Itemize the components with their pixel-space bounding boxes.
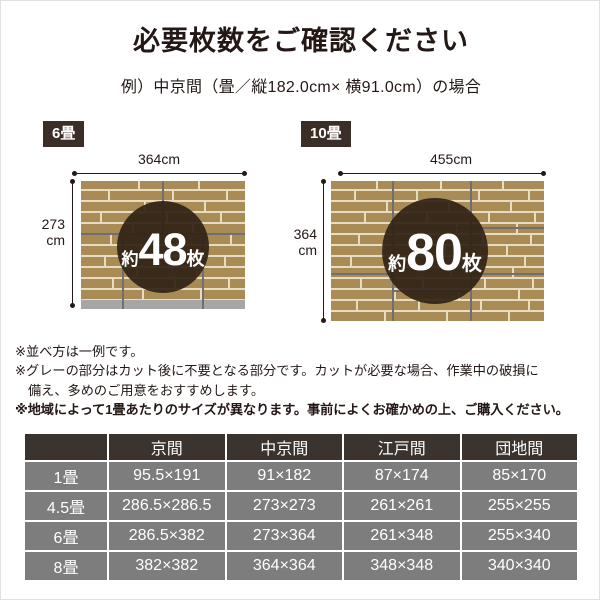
- dim-dot-bottom-6jo: [70, 303, 75, 308]
- panel-10jo-badge: 10畳: [301, 121, 351, 147]
- cell-value: 255×340: [461, 522, 577, 550]
- tatami-size-table: 京間 中京間 江戸間 団地間 1畳 95.5×191 91×182 87×174…: [23, 432, 579, 582]
- dim-line-horizontal-10jo: [341, 173, 543, 174]
- row-label: 1畳: [25, 462, 107, 490]
- cell-value: 340×340: [461, 552, 577, 580]
- dim-dot-right-6jo: [242, 171, 247, 176]
- table-header-edoma: 江戸間: [344, 434, 460, 460]
- count-prefix-6jo: 約: [121, 249, 139, 269]
- cell-value: 85×170: [461, 462, 577, 490]
- cell-value: 348×348: [344, 552, 460, 580]
- panel-6jo-height-value: 273: [41, 216, 65, 232]
- count-badge-10jo: 約 80 枚: [382, 198, 488, 304]
- table-row: 4.5畳 286.5×286.5 273×273 261×261 255×255: [25, 492, 577, 520]
- dim-dot-top-6jo: [70, 179, 75, 184]
- cell-value: 273×364: [226, 522, 342, 550]
- cell-value: 261×261: [344, 492, 460, 520]
- cell-value: 382×382: [109, 552, 225, 580]
- panel-10jo-height-label: 364 cm: [273, 226, 317, 258]
- page-title: 必要枚数をご確認ください: [133, 26, 469, 56]
- cell-value: 87×174: [344, 462, 460, 490]
- cell-value: 261×348: [344, 522, 460, 550]
- dim-line-horizontal-6jo: [75, 173, 244, 174]
- count-prefix-10jo: 約: [388, 254, 407, 274]
- note-line-3: 備え、多めのご用意をおすすめします。: [28, 382, 265, 398]
- panel-6jo-width-label: 364cm: [137, 151, 181, 167]
- table-row: 1畳 95.5×191 91×182 87×174 85×170: [25, 462, 577, 490]
- table-header-danchima: 団地間: [461, 434, 577, 460]
- notes-block: ※並べ方は一例です。 ※グレーの部分はカット後に不要となる部分です。カットが必要…: [15, 342, 590, 420]
- panel-10jo-height-value: 364: [293, 226, 317, 242]
- dim-dot-left-10jo: [338, 171, 343, 176]
- row-label: 4.5畳: [25, 492, 107, 520]
- cell-value: 95.5×191: [109, 462, 225, 490]
- count-badge-6jo: 約 48 枚: [117, 201, 209, 293]
- cell-value: 286.5×382: [109, 522, 225, 550]
- dim-line-vertical-10jo: [323, 181, 324, 321]
- table-header-kyoma: 京間: [109, 434, 225, 460]
- dim-line-vertical-6jo: [72, 181, 73, 306]
- panel-10jo-width-label: 455cm: [429, 151, 473, 167]
- cell-value: 91×182: [226, 462, 342, 490]
- panel-6jo-height-unit: cm: [46, 232, 65, 249]
- panel-6jo-badge: 6畳: [43, 121, 85, 147]
- table-corner-cell: [25, 434, 107, 460]
- cell-value: 255×255: [461, 492, 577, 520]
- table-row: 8畳 382×382 364×364 348×348 340×340: [25, 552, 577, 580]
- note-line-4: ※地域によって1畳あたりのサイズが異なります。事前によくお確かめの上、ご購入くだ…: [15, 402, 569, 418]
- table-row: 6畳 286.5×382 273×364 261×348 255×340: [25, 522, 577, 550]
- dim-dot-top-10jo: [321, 179, 326, 184]
- dim-dot-right-10jo: [541, 171, 546, 176]
- cell-value: 273×273: [226, 492, 342, 520]
- row-label: 8畳: [25, 552, 107, 580]
- panel-6jo-height-label: 273 cm: [21, 216, 65, 248]
- row-label: 6畳: [25, 522, 107, 550]
- count-suffix-10jo: 枚: [461, 253, 482, 275]
- cell-value: 364×364: [226, 552, 342, 580]
- note-line-1: ※並べ方は一例です。: [15, 344, 144, 359]
- table-header-chukyoma: 中京間: [226, 434, 342, 460]
- dim-dot-bottom-10jo: [321, 318, 326, 323]
- count-number-10jo: 80: [406, 224, 463, 282]
- count-number-6jo: 48: [138, 223, 187, 275]
- dim-dot-left-6jo: [72, 171, 77, 176]
- note-line-2: ※グレーの部分はカット後に不要となる部分です。カットが必要な場合、作業中の破損に: [15, 363, 539, 379]
- panel-10jo-height-unit: cm: [298, 242, 317, 259]
- cell-value: 286.5×286.5: [109, 492, 225, 520]
- count-suffix-6jo: 枚: [186, 248, 205, 269]
- table-header-row: 京間 中京間 江戸間 団地間: [25, 434, 577, 460]
- page-subtitle: 例）中京間（畳／縦182.0cm× 横91.0cm）の場合: [120, 79, 482, 96]
